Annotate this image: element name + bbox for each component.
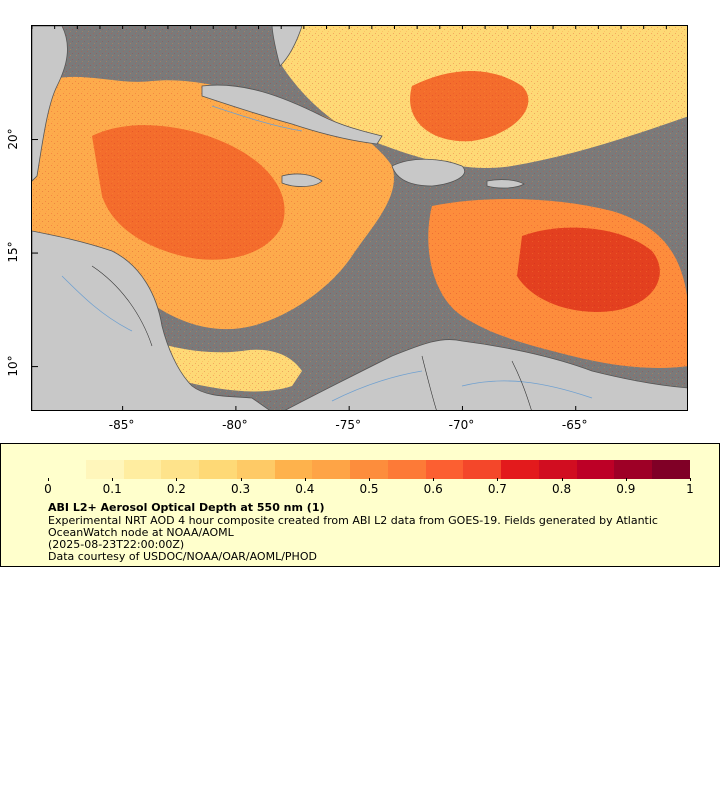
river-4 xyxy=(211,105,303,132)
colorbar-segment xyxy=(161,460,200,479)
land-hispaniola xyxy=(391,158,465,187)
legend-panel: 0 0.1 0.2 0.3 0.4 0.5 0.6 0.7 0.8 0.9 1 ABI L2+ Ae… xyxy=(0,443,720,567)
colorbar-tick-mark xyxy=(433,478,435,481)
colorbar-segment xyxy=(576,460,615,479)
land-mexico-yucatan xyxy=(32,26,68,182)
colorbar-segment xyxy=(652,460,691,479)
colorbar-tick-label: 0.1 xyxy=(102,482,122,496)
legend-credit: Data courtesy of USDOC/NOAA/OAR/AOML/PHO… xyxy=(48,550,317,563)
colorbar-tick-mark xyxy=(369,478,370,481)
legend-description-cont: OceanWatch node at NOAA/AOML xyxy=(48,526,234,539)
colorbar-tick-label: 0.5 xyxy=(359,482,379,496)
legend-timestamp: (2025-08-23T22:00:00Z) xyxy=(48,538,185,551)
land-jamaica xyxy=(281,173,323,187)
x-tick-label: -70° xyxy=(448,418,475,432)
legend-description: Experimental NRT AOD 4 hour composite cr… xyxy=(48,514,658,527)
rivers xyxy=(61,105,593,402)
map-panel xyxy=(31,25,688,411)
colorbar-tick-mark xyxy=(625,478,627,481)
legend-title: ABI L2+ Aerosol Optical Depth at 550 nm … xyxy=(48,501,325,514)
y-tick-label: 20° xyxy=(6,127,20,150)
colorbar xyxy=(48,460,691,479)
land-south-america xyxy=(284,339,687,410)
colorbar-tick-label: 0.7 xyxy=(487,482,507,496)
colorbar-segment xyxy=(236,460,275,479)
colorbar-segment xyxy=(425,460,464,479)
colorbar-tick-label: 0.9 xyxy=(616,482,636,496)
x-tick-label: -85° xyxy=(108,418,135,432)
colorbar-segment xyxy=(48,460,86,479)
colorbar-segment xyxy=(123,460,162,479)
colorbar-segment xyxy=(350,460,388,479)
colorbar-segment xyxy=(274,460,313,479)
aod-map xyxy=(32,26,687,410)
colorbar-tick-label: 0.6 xyxy=(423,482,443,496)
colorbar-segment xyxy=(85,460,124,479)
colorbar-segment xyxy=(312,460,351,479)
land-florida xyxy=(271,26,303,67)
border-2 xyxy=(421,355,437,410)
colorbar-tick-label: 0.4 xyxy=(295,482,315,496)
colorbar-segment xyxy=(614,460,653,479)
y-tick-label: 15° xyxy=(6,241,20,263)
x-tick-label: -75° xyxy=(335,418,361,432)
colorbar-tick-mark xyxy=(690,478,691,481)
colorbar-segment xyxy=(387,460,426,479)
x-tick-label: -80° xyxy=(222,418,248,432)
land-puerto-rico xyxy=(486,179,525,189)
land-cuba xyxy=(201,84,383,145)
colorbar-tick-label: 0.3 xyxy=(231,482,251,496)
x-tick-label: -65° xyxy=(561,418,588,432)
river-3 xyxy=(461,380,593,399)
colorbar-tick-label: 0 xyxy=(44,482,52,496)
colorbar-tick-mark xyxy=(561,478,563,481)
land xyxy=(32,26,687,410)
borders xyxy=(91,265,532,410)
border-1 xyxy=(91,265,153,347)
colorbar-tick-mark xyxy=(240,478,242,481)
colorbar-tick-label: 1 xyxy=(686,482,694,496)
colorbar-tick-mark xyxy=(48,478,49,481)
colorbar-tick-mark xyxy=(497,478,499,481)
colorbar-segment xyxy=(199,460,237,479)
axis-ticks xyxy=(32,26,667,410)
y-tick-label: 10° xyxy=(6,354,20,377)
colorbar-segment xyxy=(463,460,502,479)
border-3 xyxy=(511,360,532,410)
colorbar-segment xyxy=(538,460,577,479)
land-central-america xyxy=(32,230,270,410)
colorbar-tick-mark xyxy=(176,478,178,481)
colorbar-segment xyxy=(501,460,539,479)
colorbar-tick-label: 0.2 xyxy=(166,482,186,496)
colorbar-tick-label: 0.8 xyxy=(552,482,572,496)
colorbar-tick-mark xyxy=(304,478,306,481)
colorbar-tick-mark xyxy=(112,478,114,481)
river-2 xyxy=(331,370,423,402)
river-1 xyxy=(61,275,133,332)
